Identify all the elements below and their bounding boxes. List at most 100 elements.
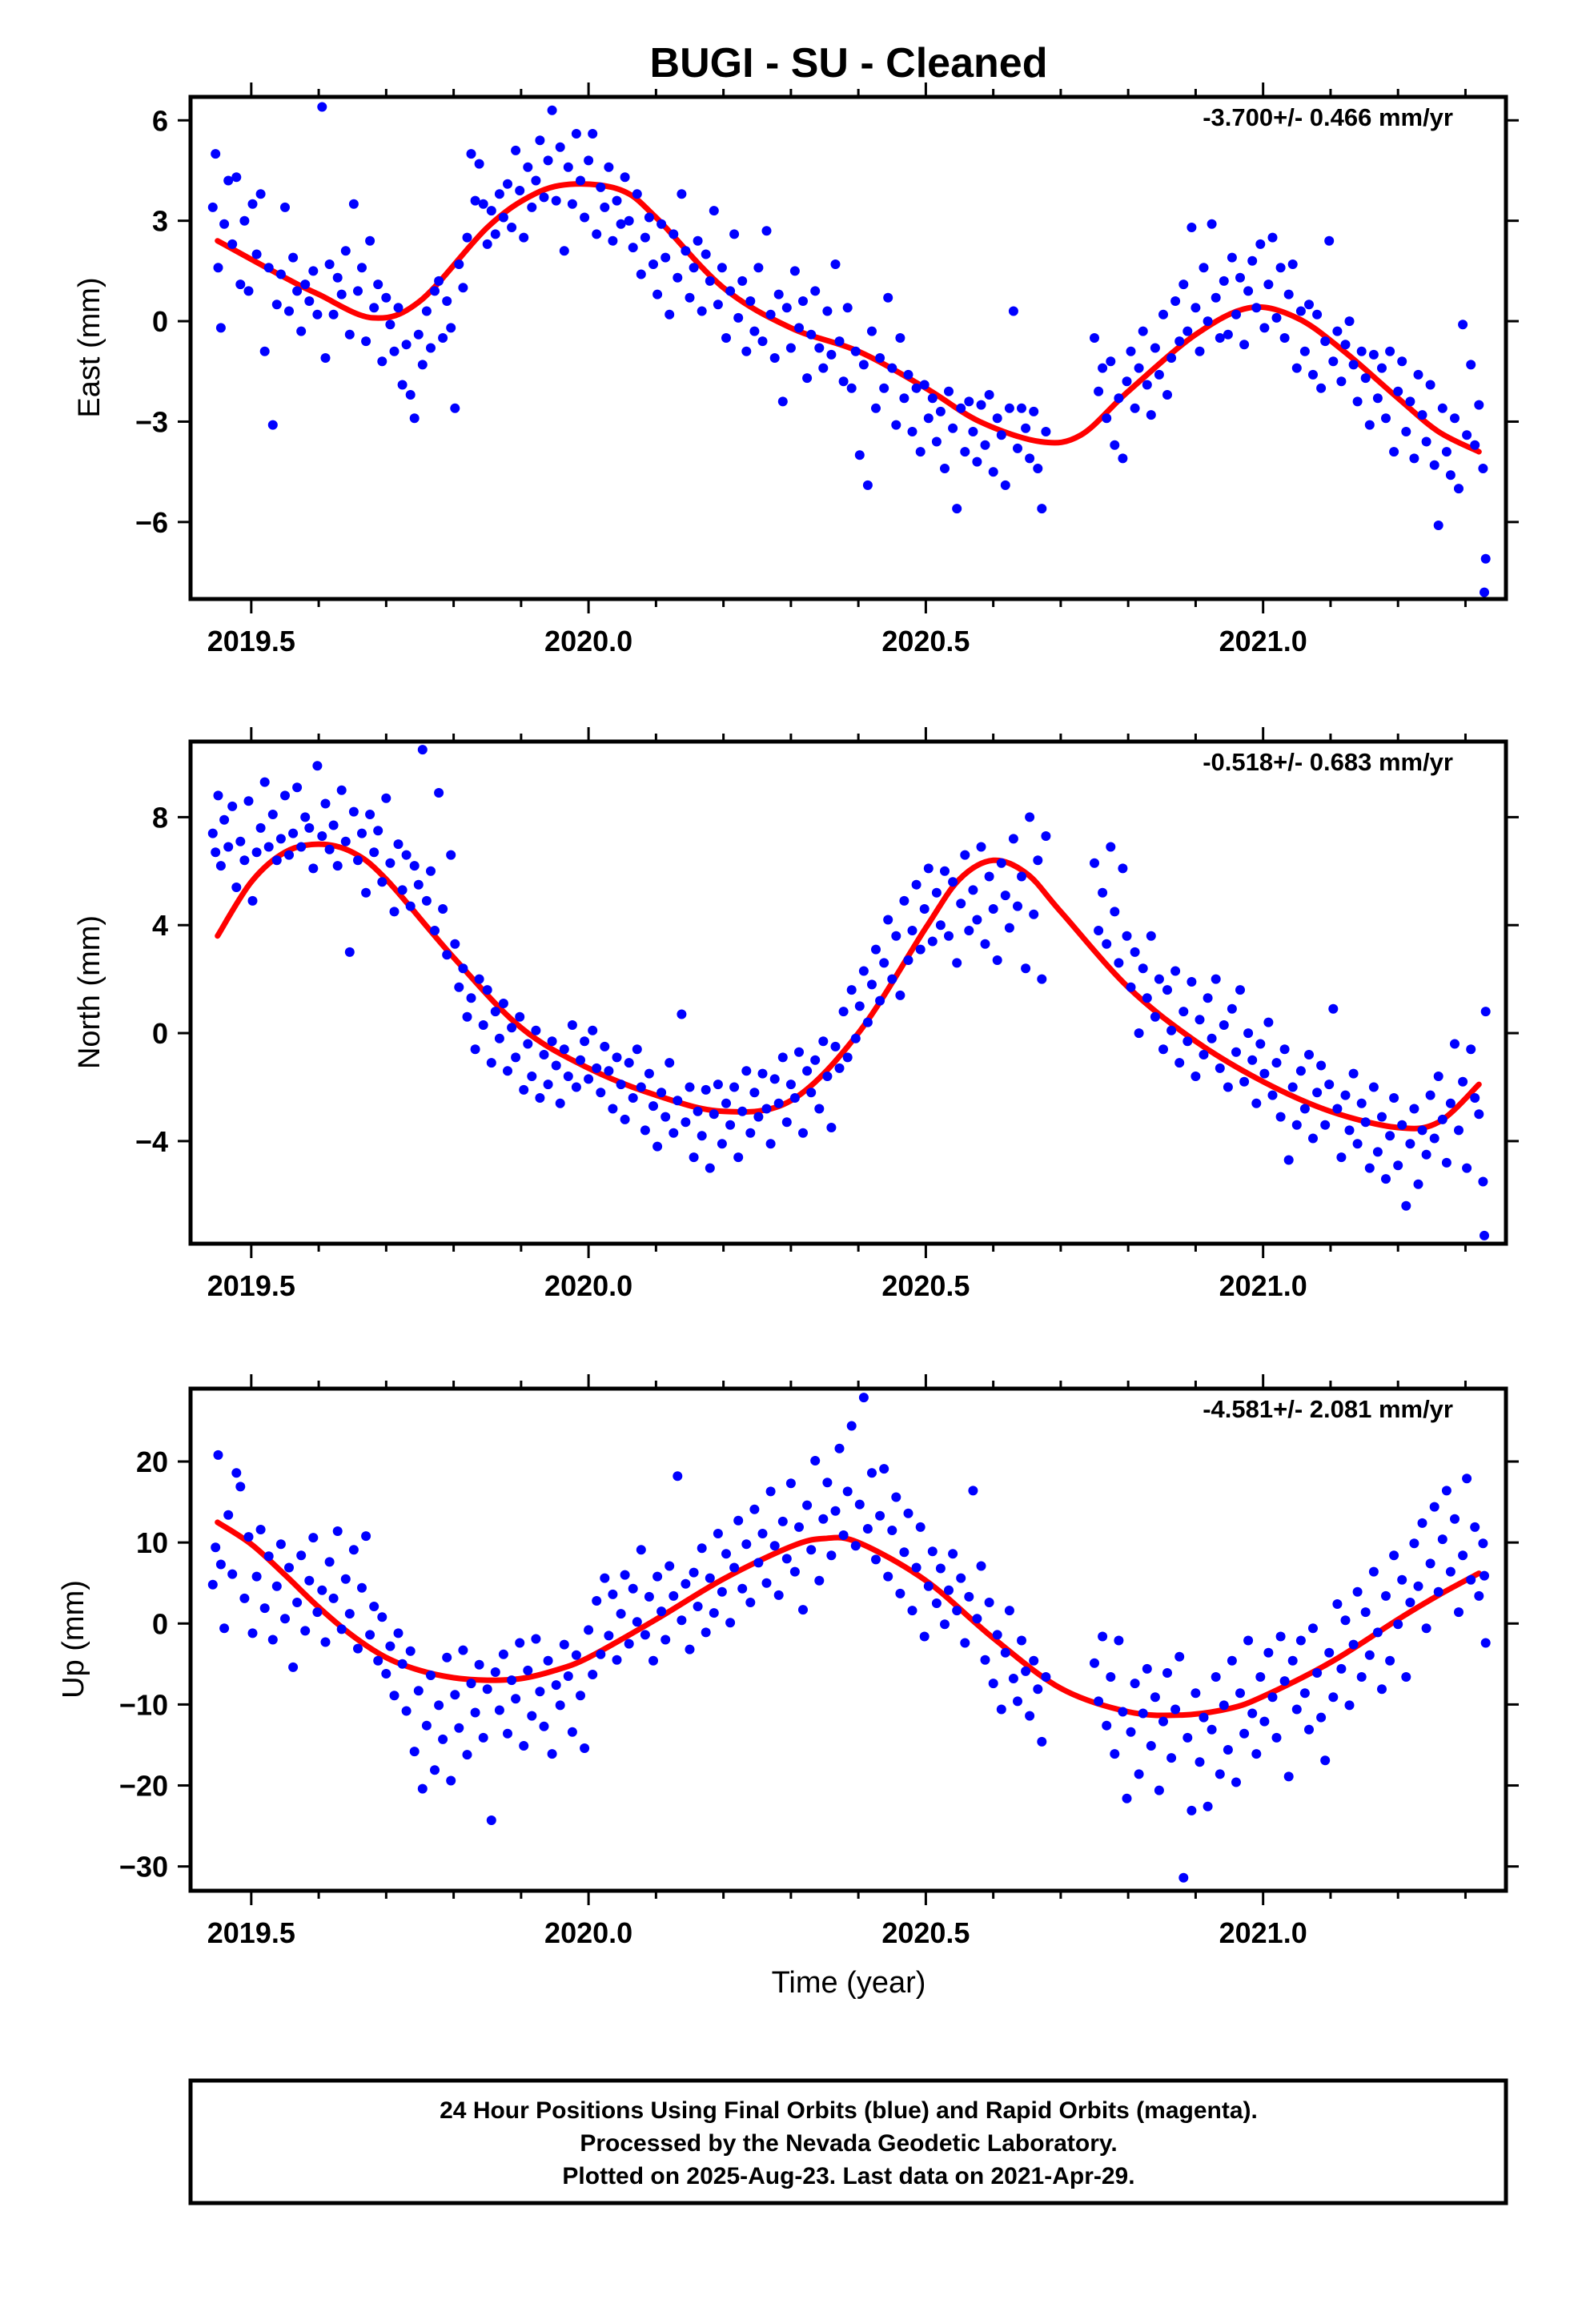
north-data-point <box>802 1066 813 1076</box>
east-data-point <box>701 249 711 259</box>
up-data-point <box>1470 1522 1480 1532</box>
east-data-point <box>1037 504 1047 514</box>
north-data-point <box>567 1020 577 1030</box>
north-data-point <box>243 796 254 806</box>
north-data-point <box>1004 923 1014 933</box>
north-data-point <box>911 879 921 890</box>
east-data-point <box>628 243 638 253</box>
east-data-point <box>219 219 230 229</box>
north-data-point <box>284 850 294 860</box>
up-x-tick-label: 2019.5 <box>207 1916 295 1949</box>
up-data-point <box>421 1720 432 1731</box>
up-data-point <box>1158 1716 1168 1727</box>
up-data-point <box>357 1582 367 1593</box>
east-data-point <box>543 155 553 166</box>
east-data-point <box>729 229 740 239</box>
east-data-point <box>1360 373 1371 384</box>
east-data-point <box>1316 383 1327 393</box>
east-data-point <box>976 400 986 410</box>
east-data-point <box>964 396 974 407</box>
north-data-point <box>466 993 476 1003</box>
up-data-point <box>1239 1728 1250 1739</box>
east-data-point <box>753 263 764 273</box>
east-data-point <box>580 212 590 223</box>
up-data-point <box>1478 1538 1488 1549</box>
east-data-point <box>251 249 262 259</box>
up-data-point <box>494 1705 504 1715</box>
north-data-point <box>320 798 331 809</box>
north-data-point <box>887 974 897 984</box>
east-data-point <box>903 369 913 380</box>
up-data-point <box>798 1605 808 1615</box>
north-data-point <box>976 842 986 852</box>
north-data-point <box>1219 1020 1229 1030</box>
east-data-point <box>1239 340 1250 350</box>
up-data-point <box>940 1619 950 1630</box>
up-data-point <box>1029 1655 1039 1666</box>
east-data-point <box>737 275 748 286</box>
up-data-point <box>1364 1650 1375 1660</box>
up-data-point <box>1344 1700 1355 1711</box>
north-data-point <box>895 990 905 1000</box>
east-data-point <box>478 199 488 209</box>
up-data-point <box>1405 1598 1415 1607</box>
up-data-point <box>980 1655 990 1665</box>
north-data-point <box>377 877 387 887</box>
up-data-point <box>515 1638 525 1648</box>
east-data-point <box>677 189 687 199</box>
up-data-point <box>417 1783 428 1794</box>
north-data-point <box>336 785 347 795</box>
north-data-point <box>1041 831 1051 841</box>
north-data-point <box>1150 1011 1160 1022</box>
up-data-point <box>563 1671 573 1681</box>
east-data-point <box>317 102 327 112</box>
north-data-point <box>1267 1090 1278 1100</box>
east-data-point <box>292 286 303 296</box>
up-data-point <box>935 1563 946 1574</box>
north-x-tick-label: 2021.0 <box>1219 1269 1307 1302</box>
up-data-point <box>818 1514 829 1524</box>
north-data-point <box>1287 1082 1298 1092</box>
up-data-point <box>1191 1688 1201 1699</box>
east-data-point <box>1381 413 1391 424</box>
east-data-point <box>867 326 877 336</box>
up-data-point <box>1445 1566 1456 1577</box>
east-data-point <box>584 155 594 166</box>
up-data-point <box>1118 1707 1128 1717</box>
up-data-point <box>389 1691 400 1701</box>
up-data-point <box>259 1603 270 1614</box>
up-data-point <box>1021 1666 1031 1676</box>
east-data-point <box>1368 349 1379 360</box>
east-data-point <box>1033 464 1043 473</box>
up-data-point <box>725 1618 736 1628</box>
up-data-point <box>1480 1570 1489 1581</box>
north-data-point <box>527 1072 537 1081</box>
east-data-point <box>996 430 1006 440</box>
up-data-point <box>1450 1514 1460 1524</box>
east-data-point <box>887 363 897 373</box>
north-data-point <box>806 1088 817 1098</box>
up-data-point <box>1219 1700 1229 1711</box>
up-data-point <box>263 1551 274 1562</box>
up-data-point <box>685 1644 695 1655</box>
up-data-point <box>413 1686 424 1696</box>
up-y-tick-label: 0 <box>152 1607 168 1640</box>
east-data-point <box>498 212 508 223</box>
up-data-point <box>523 1665 533 1675</box>
up-data-point <box>1178 1872 1189 1883</box>
north-data-point <box>580 1036 590 1047</box>
north-data-point <box>1405 1139 1415 1149</box>
up-data-point <box>1235 1688 1245 1699</box>
up-data-point <box>213 1449 223 1460</box>
up-data-point <box>895 1588 905 1598</box>
north-data-point <box>940 866 950 876</box>
up-data-point <box>223 1510 234 1520</box>
east-data-point <box>474 159 484 169</box>
east-data-point <box>656 219 667 229</box>
east-data-point <box>1154 369 1164 380</box>
east-y-tick-label: 0 <box>152 305 168 338</box>
up-data-point <box>1454 1607 1464 1618</box>
east-data-point <box>1429 460 1439 470</box>
east-data-point <box>749 326 760 336</box>
north-data-point <box>1243 1028 1254 1039</box>
